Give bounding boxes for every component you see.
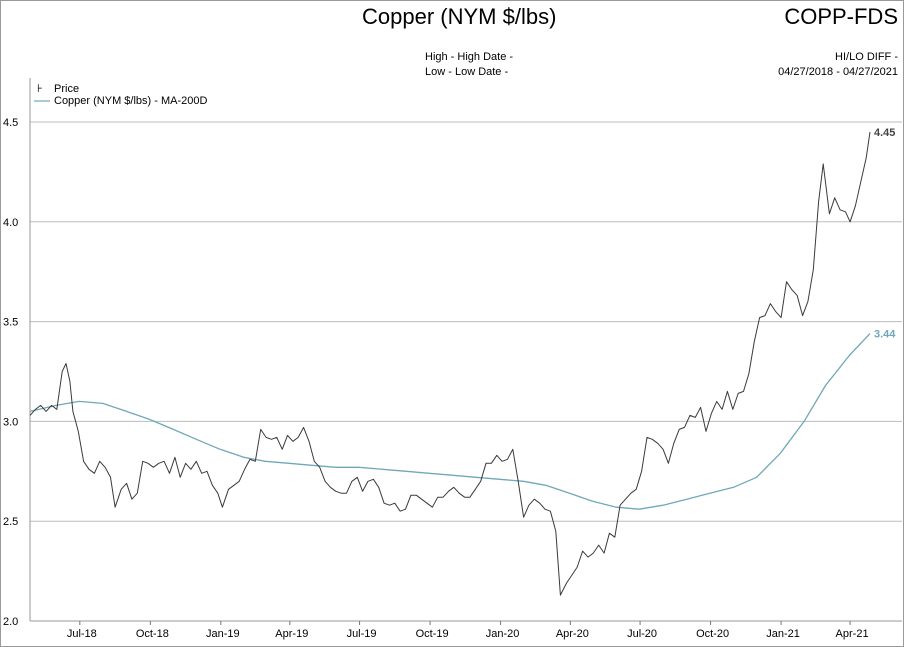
price-line [29, 131, 871, 596]
low-label: Low - Low Date - [425, 66, 509, 78]
x-tick-label: Jul-20 [627, 628, 657, 640]
x-tick-label: Oct-18 [136, 628, 169, 640]
x-tick-label: Oct-20 [696, 628, 729, 640]
chart-title: Copper (NYM $/lbs) [362, 4, 557, 29]
legend-ma-label: Copper (NYM $/lbs) - MA-200D [54, 95, 207, 107]
high-label: High - High Date - [425, 51, 514, 63]
series-lines [29, 131, 871, 596]
ticker-symbol: COPP-FDS [784, 4, 898, 29]
y-tick-label: 2.5 [3, 516, 18, 528]
chart-legend: ⊦ Price Copper (NYM $/lbs) - MA-200D [34, 83, 207, 107]
end-labels: 3.44 4.45 [874, 127, 896, 341]
x-tick-label: Jul-19 [347, 628, 377, 640]
x-tick-label: Apr-19 [275, 628, 308, 640]
x-tick-label: Jul-18 [67, 628, 97, 640]
y-tick-label: 4.5 [3, 117, 18, 129]
ma-200d-line [29, 333, 871, 510]
price-legend-marker: ⊦ [37, 83, 43, 95]
y-tick-label: 2.0 [3, 616, 18, 628]
x-tick-label: Jan-20 [486, 628, 520, 640]
date-range-label: 04/27/2018 - 04/27/2021 [778, 66, 898, 78]
x-tick-label: Jan-21 [766, 628, 800, 640]
y-tick-label: 3.0 [3, 416, 18, 428]
x-tick-label: Jan-19 [206, 628, 240, 640]
y-tick-label: 4.0 [3, 217, 18, 229]
grid-lines [30, 121, 902, 622]
legend-price-label: Price [54, 83, 79, 95]
chart-axes: 2.0 2.5 3.0 3.5 4.0 4.5 Jul-18 Oct-18 Jan-19 Apr-… [3, 78, 902, 640]
ma-last-label: 3.44 [874, 329, 896, 341]
hilo-diff-label: HI/LO DIFF - [835, 51, 898, 63]
y-tick-label: 3.5 [3, 317, 18, 329]
price-last-label: 4.45 [874, 127, 895, 139]
x-tick-label: Apr-20 [556, 628, 589, 640]
x-tick-label: Oct-19 [416, 628, 449, 640]
x-tick-label: Apr-21 [836, 628, 869, 640]
